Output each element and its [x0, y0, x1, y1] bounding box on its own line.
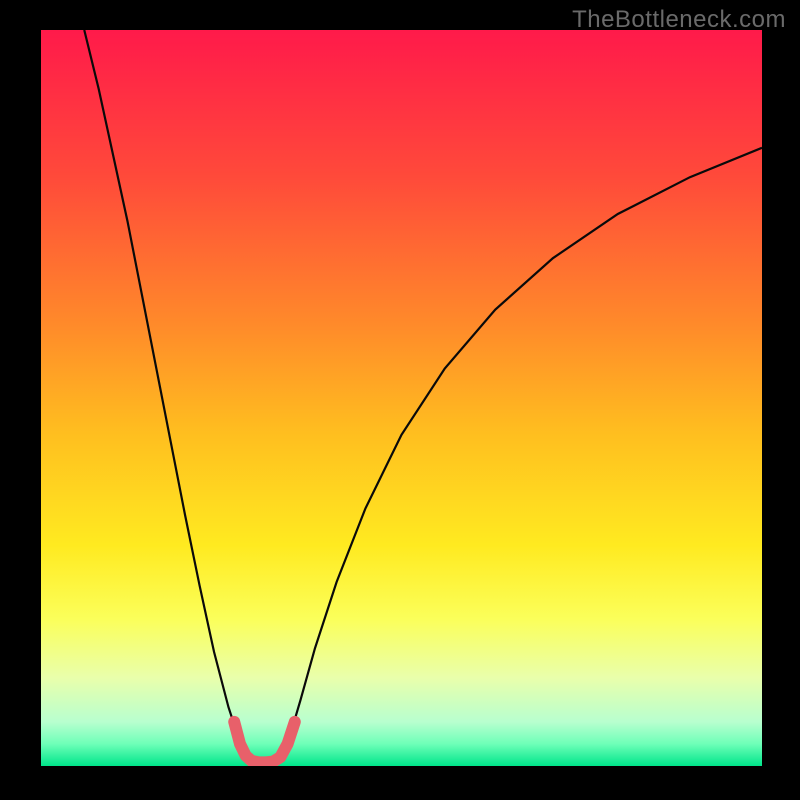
chart-canvas: TheBottleneck.com — [0, 0, 800, 800]
plot-background — [41, 30, 762, 766]
plot-svg — [41, 30, 762, 766]
plot-area — [41, 30, 762, 766]
